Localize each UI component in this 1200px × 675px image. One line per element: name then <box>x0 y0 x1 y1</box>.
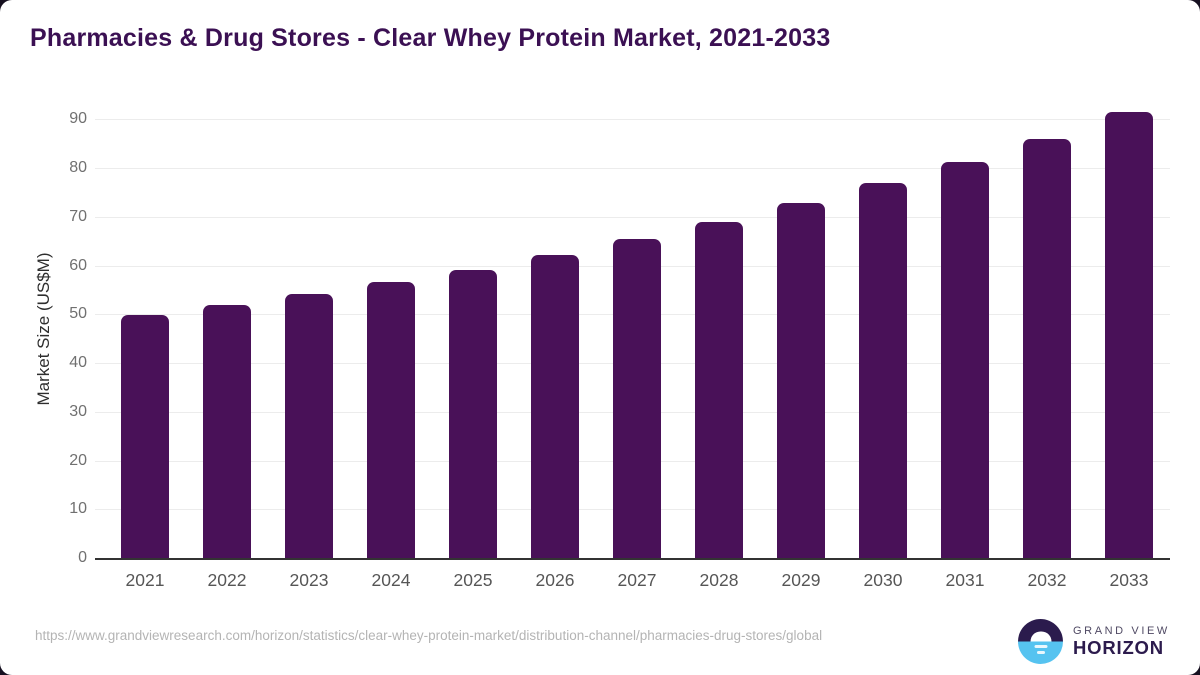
x-tick-label-2021: 2021 <box>125 570 165 590</box>
logo-product-name: HORIZON <box>1073 637 1164 659</box>
chart-title: Pharmacies & Drug Stores - Clear Whey Pr… <box>30 24 831 52</box>
x-tick-label-2024: 2024 <box>371 570 411 590</box>
y-tick-label-90: 90 <box>69 110 87 128</box>
source-url[interactable]: https://www.grandviewresearch.com/horizo… <box>35 628 823 643</box>
bar-2026[interactable] <box>531 255 579 558</box>
x-tick-label-2029: 2029 <box>781 570 821 590</box>
gridline-80 <box>95 168 1170 170</box>
x-tick-label-2027: 2027 <box>617 570 657 590</box>
bar-2022[interactable] <box>203 304 251 558</box>
y-tick-label-50: 50 <box>69 305 87 323</box>
x-tick-label-2031: 2031 <box>945 570 985 590</box>
x-tick-label-2032: 2032 <box>1027 570 1067 590</box>
bar-2025[interactable] <box>449 269 497 558</box>
x-tick-label-2028: 2028 <box>699 570 739 590</box>
y-tick-label-10: 10 <box>69 500 87 518</box>
bar-2024[interactable] <box>367 282 415 558</box>
y-axis-title: Market Size (US$M) <box>34 252 53 406</box>
y-tick-label-0: 0 <box>78 549 87 566</box>
y-tick-label-60: 60 <box>69 256 87 274</box>
gridline-70 <box>95 216 1170 218</box>
bar-2032[interactable] <box>1023 138 1071 558</box>
x-tick-label-2030: 2030 <box>863 570 903 590</box>
bar-2029[interactable] <box>777 203 825 558</box>
bar-2023[interactable] <box>285 293 333 558</box>
y-tick-label-80: 80 <box>69 159 87 177</box>
bar-2021[interactable] <box>121 315 169 558</box>
bar-2031[interactable] <box>941 162 989 558</box>
x-tick-label-2033: 2033 <box>1109 570 1149 590</box>
bar-2033[interactable] <box>1105 111 1153 558</box>
y-tick-label-40: 40 <box>69 354 87 372</box>
y-tick-label-30: 30 <box>69 402 87 420</box>
logo-brand-name: GRAND VIEW <box>1073 624 1170 637</box>
y-tick-label-70: 70 <box>69 207 87 225</box>
bar-2027[interactable] <box>613 239 661 558</box>
x-axis-line <box>95 558 1170 560</box>
bar-2030[interactable] <box>859 183 907 558</box>
y-tick-label-20: 20 <box>69 451 87 469</box>
x-tick-label-2022: 2022 <box>207 570 247 590</box>
x-tick-label-2025: 2025 <box>453 570 493 590</box>
gridline-90 <box>95 119 1170 121</box>
bar-2028[interactable] <box>695 222 743 558</box>
grand-view-horizon-logo: GRAND VIEW HORIZON <box>1018 619 1170 664</box>
x-tick-label-2023: 2023 <box>289 570 329 590</box>
horizon-sun-icon <box>1018 619 1063 664</box>
x-tick-label-2026: 2026 <box>535 570 575 590</box>
